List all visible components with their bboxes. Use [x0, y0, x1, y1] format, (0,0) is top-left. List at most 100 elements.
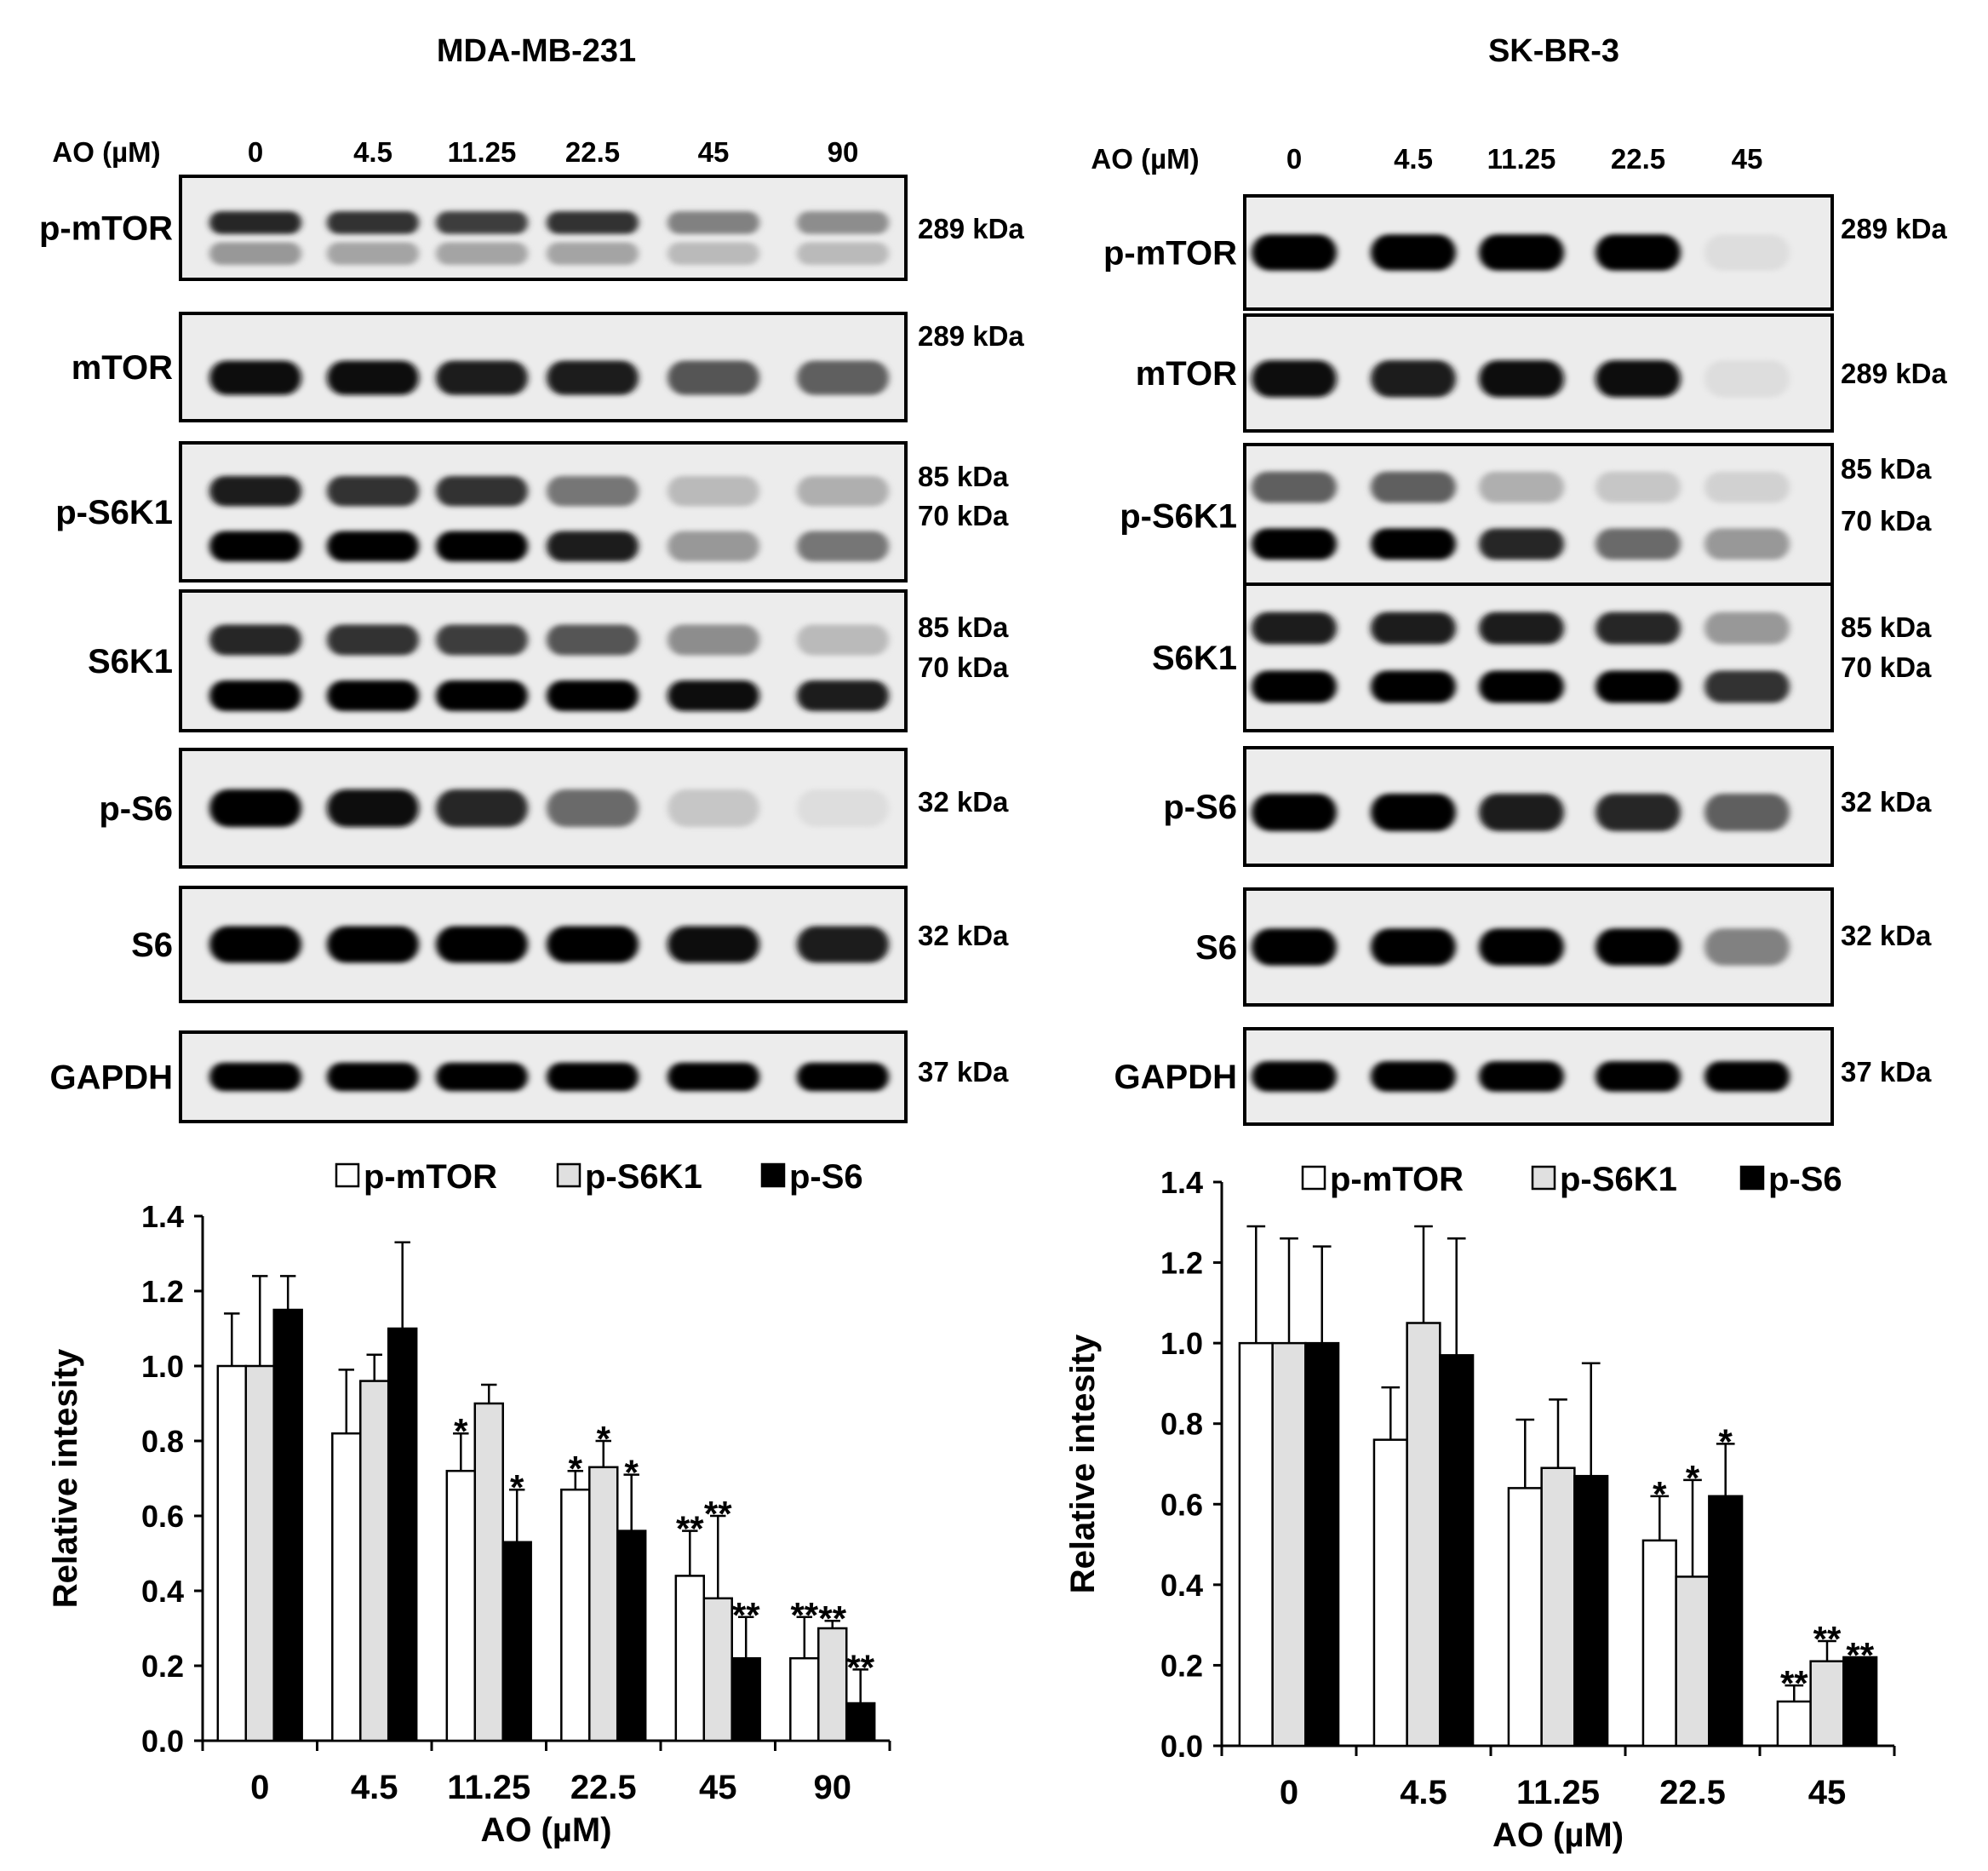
blot-band: [1252, 528, 1337, 560]
kda-marker: 32 kDa: [1841, 920, 1932, 951]
blot-band: [547, 926, 639, 963]
blot-band: [209, 789, 301, 828]
protein-label: p-S6K1: [1120, 498, 1237, 536]
blot-band: [1596, 234, 1681, 271]
bar: [1271, 1341, 1307, 1748]
blot-area: AO (µM) 0 4.5 11.25 22.5 45 90 p-mTOR 289 kDa mTO…: [39, 136, 1947, 1126]
y-tick-label: 0.6: [141, 1499, 184, 1534]
blot-band: [667, 1062, 759, 1092]
bar: [1540, 1466, 1576, 1748]
blot-band: [1371, 1061, 1456, 1092]
blot-band: [1596, 528, 1681, 560]
blot-band: [547, 475, 639, 507]
y-tick-label: 0.0: [1160, 1729, 1203, 1764]
blot-band: [797, 360, 889, 395]
y-tick-label: 1.0: [141, 1349, 184, 1384]
bar: [1776, 1700, 1812, 1748]
blot-band: [1252, 611, 1337, 645]
blot-band: [667, 242, 759, 266]
legend-swatch: [760, 1162, 786, 1188]
blot-band: [1704, 611, 1790, 645]
dose-label: 0: [248, 136, 263, 168]
blot-band: [667, 360, 759, 395]
protein-label: S6: [131, 927, 173, 964]
protein-label: p-S6: [1163, 789, 1237, 826]
dose-label: 11.25: [1487, 143, 1556, 175]
bar-chart: 0.0 0.2 0.4 0.6 0.8 1.0 1.2 1.4 0 4.5 11.25 22.5 45 9…: [47, 1158, 891, 1849]
legend-label: p-S6: [789, 1158, 863, 1196]
blot-band: [436, 531, 528, 562]
blot-band: [1252, 360, 1337, 398]
blot-band: [327, 360, 419, 395]
kda-marker: 32 kDa: [918, 786, 1009, 818]
bar: [845, 1702, 876, 1742]
blot-band: [1252, 793, 1337, 831]
protein-label: S6K1: [88, 643, 173, 680]
blot-band: [1479, 234, 1564, 271]
protein-label: p-mTOR: [1103, 235, 1237, 273]
blot-band: [1596, 1061, 1681, 1092]
protein-label: GAPDH: [1114, 1059, 1237, 1096]
blot-band: [667, 531, 759, 562]
bar: [473, 1402, 504, 1742]
bar: [588, 1466, 619, 1742]
blot-band: [209, 211, 301, 234]
significance-mark: **: [732, 1595, 760, 1635]
legend-swatch: [556, 1162, 582, 1188]
blot-band: [327, 211, 419, 234]
legend-swatch: [335, 1162, 360, 1188]
kda-marker: 70 kDa: [1841, 651, 1932, 683]
protein-label: p-S6: [99, 790, 173, 828]
legend-label: p-S6: [1768, 1161, 1842, 1198]
significance-mark: *: [1686, 1458, 1700, 1498]
blot-band: [327, 531, 419, 562]
blot-band: [547, 1062, 639, 1092]
blot-band: [547, 789, 639, 828]
kda-marker: 70 kDa: [918, 651, 1009, 683]
kda-marker: 289 kDa: [918, 213, 1024, 244]
bar: [1708, 1495, 1744, 1748]
protein-label: S6K1: [1152, 640, 1237, 677]
significance-mark: *: [510, 1467, 524, 1507]
blot-band: [436, 242, 528, 266]
blot-band: [667, 624, 759, 656]
bar: [560, 1488, 591, 1742]
legend-label: p-S6K1: [1560, 1161, 1677, 1198]
blot-band: [436, 1062, 528, 1092]
bar: [272, 1308, 303, 1742]
blot-band: [436, 360, 528, 395]
blot-band: [797, 624, 889, 656]
kda-marker: 289 kDa: [1841, 358, 1947, 389]
x-tick-label: 0: [1280, 1774, 1298, 1811]
protein-label: p-S6K1: [55, 494, 173, 531]
blot-band: [1704, 234, 1790, 271]
dose-axis-label: AO (µM): [1091, 143, 1199, 175]
bar: [331, 1432, 362, 1742]
blot-band: [1596, 670, 1681, 703]
significance-mark: **: [1780, 1663, 1808, 1703]
bar: [1842, 1656, 1878, 1748]
bar: [387, 1327, 418, 1742]
x-tick-label: 0: [250, 1769, 269, 1806]
significance-mark: *: [1653, 1474, 1667, 1514]
y-tick-label: 0.6: [1160, 1487, 1203, 1522]
protein-label: p-mTOR: [39, 210, 173, 248]
blot-band: [1479, 471, 1564, 503]
blot-box: [179, 312, 908, 422]
blot-band: [797, 1062, 889, 1092]
blot-band: [547, 211, 639, 234]
blot-band: [327, 242, 419, 266]
bar: [216, 1364, 248, 1742]
kda-marker: 85 kDa: [918, 461, 1009, 492]
blot-band: [1596, 471, 1681, 503]
bar: [359, 1380, 390, 1742]
blot-band: [547, 680, 639, 712]
blot-band: [1371, 471, 1456, 503]
kda-marker: 32 kDa: [918, 920, 1009, 951]
bar: [817, 1627, 848, 1742]
blot-band: [1479, 1061, 1564, 1092]
blot-band: [327, 624, 419, 656]
bar: [674, 1575, 706, 1742]
kda-marker: 85 kDa: [918, 611, 1009, 643]
blot-band: [209, 242, 301, 266]
